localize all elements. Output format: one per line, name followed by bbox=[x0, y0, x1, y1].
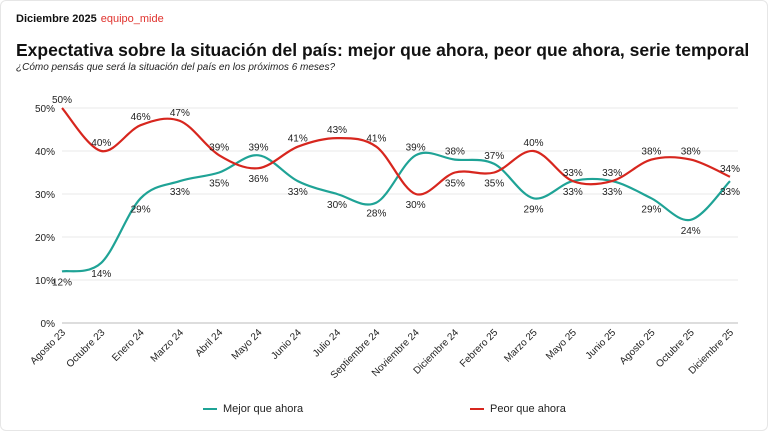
data-label: 30% bbox=[327, 200, 347, 211]
x-tick-label: Julio 24 bbox=[311, 327, 343, 359]
y-tick-label: 30% bbox=[35, 190, 55, 201]
data-label: 30% bbox=[406, 200, 426, 211]
x-tick-label: Abril 24 bbox=[194, 327, 226, 359]
data-label: 14% bbox=[91, 269, 111, 280]
x-tick-label: Mayo 24 bbox=[230, 327, 265, 362]
data-label: 29% bbox=[131, 204, 151, 215]
data-label: 38% bbox=[445, 147, 465, 158]
x-tick-label: Octubre 23 bbox=[65, 327, 108, 370]
x-tick-label: Junio 24 bbox=[269, 327, 304, 362]
data-label: 36% bbox=[248, 174, 268, 185]
data-label: 39% bbox=[406, 142, 426, 153]
x-tick-label: Marzo 24 bbox=[149, 327, 187, 365]
data-label: 40% bbox=[524, 138, 544, 149]
data-label: 29% bbox=[641, 204, 661, 215]
legend-item-peor: Peor que ahora bbox=[470, 403, 566, 415]
data-label: 39% bbox=[248, 142, 268, 153]
data-label: 38% bbox=[641, 147, 661, 158]
data-label: 41% bbox=[288, 134, 308, 145]
x-tick-label: Febrero 25 bbox=[458, 327, 501, 370]
legend-label: Mejor que ahora bbox=[223, 403, 304, 415]
header: Diciembre 2025 equipo_mide bbox=[16, 13, 164, 25]
data-label: 46% bbox=[131, 112, 151, 123]
x-tick-label: Agosto 25 bbox=[618, 327, 658, 367]
x-tick-label: Mayo 25 bbox=[544, 327, 579, 362]
data-label: 50% bbox=[52, 95, 72, 106]
data-label: 33% bbox=[602, 168, 622, 179]
data-label: 39% bbox=[209, 142, 229, 153]
x-tick-label: Agosto 23 bbox=[28, 327, 68, 367]
legend-swatch bbox=[203, 408, 217, 410]
data-label: 33% bbox=[602, 187, 622, 198]
data-label: 43% bbox=[327, 125, 347, 136]
date-label: Diciembre 2025 bbox=[16, 13, 97, 25]
data-label: 33% bbox=[563, 187, 583, 198]
data-label: 33% bbox=[720, 187, 740, 198]
data-label: 40% bbox=[91, 138, 111, 149]
data-label: 37% bbox=[484, 151, 504, 162]
y-tick-label: 20% bbox=[35, 233, 55, 244]
y-tick-label: 0% bbox=[41, 319, 56, 330]
data-label: 35% bbox=[209, 179, 229, 190]
x-tick-label: Marzo 25 bbox=[502, 327, 540, 365]
data-label: 28% bbox=[366, 209, 386, 220]
source-label: equipo_mide bbox=[100, 13, 164, 25]
data-label: 33% bbox=[563, 168, 583, 179]
y-tick-label: 10% bbox=[35, 276, 55, 287]
data-label: 29% bbox=[524, 204, 544, 215]
y-tick-label: 50% bbox=[35, 104, 55, 115]
legend-label: Peor que ahora bbox=[490, 403, 566, 415]
chart-title: Expectativa sobre la situación del país:… bbox=[16, 40, 750, 60]
data-label: 38% bbox=[681, 147, 701, 158]
x-tick-label: Junio 25 bbox=[584, 327, 619, 362]
x-tick-label: Enero 24 bbox=[110, 327, 147, 364]
legend-item-mejor: Mejor que ahora bbox=[203, 403, 303, 415]
data-label: 33% bbox=[170, 187, 190, 198]
legend-swatch bbox=[470, 408, 484, 410]
data-label: 35% bbox=[484, 179, 504, 190]
data-label: 35% bbox=[445, 179, 465, 190]
data-label: 41% bbox=[366, 134, 386, 145]
data-label: 34% bbox=[720, 164, 740, 175]
data-label: 33% bbox=[288, 187, 308, 198]
data-label: 47% bbox=[170, 108, 190, 119]
data-label: 24% bbox=[681, 226, 701, 237]
y-tick-label: 40% bbox=[35, 147, 55, 158]
chart-subtitle: ¿Cómo pensás que será la situación del p… bbox=[16, 62, 336, 73]
data-label: 12% bbox=[52, 277, 72, 288]
series-line-peor bbox=[61, 107, 731, 196]
